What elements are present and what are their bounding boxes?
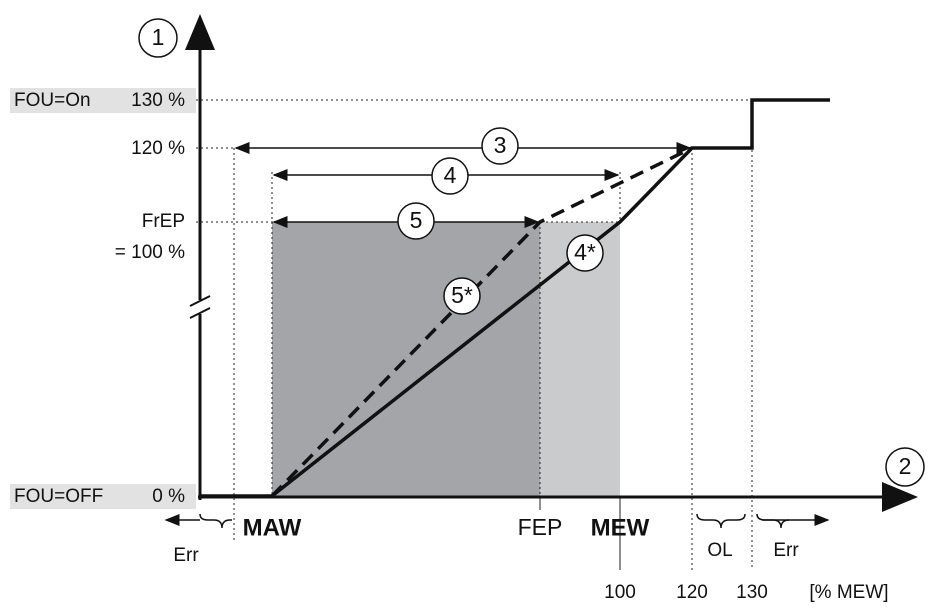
x-label: OL [707, 540, 732, 561]
axis-marker [885, 447, 925, 487]
callout: 3 [494, 132, 507, 158]
callout: 4* [574, 239, 596, 265]
label-bg [10, 484, 196, 509]
x-label: FEP [518, 514, 563, 540]
y-label: FOU=On [14, 90, 91, 111]
x-label: Err [173, 545, 199, 566]
axis-marker [138, 18, 178, 58]
y-label: FrEP [142, 211, 185, 232]
characteristic-dashed [270, 146, 693, 498]
y-label: = 100 % [115, 242, 185, 263]
x-label: MEW [591, 514, 650, 541]
x-label: 100 [604, 582, 636, 603]
callout: 5* [451, 282, 473, 308]
axis-break [189, 295, 211, 307]
x-label: [% MEW] [809, 582, 888, 603]
brace [199, 513, 232, 529]
axis-break [189, 307, 211, 319]
callouts: 3 4 5 4* 5* [397, 127, 604, 315]
axis-marker-label: 1 [152, 24, 165, 50]
brace [696, 513, 746, 529]
x-label: 120 [676, 582, 708, 603]
label-bg [10, 88, 196, 113]
y-label: FOU=OFF [14, 486, 103, 507]
x-label: Err [773, 540, 799, 561]
y-label: 120 % [131, 138, 185, 159]
axis-marker-label: 2 [899, 453, 912, 479]
callout: 4 [444, 162, 457, 188]
callout: 5 [410, 207, 423, 233]
y-label: 130 % [131, 90, 185, 111]
x-label: 130 [736, 582, 768, 603]
x-label: MAW [243, 514, 302, 541]
brace [756, 513, 790, 529]
y-label: 0 % [152, 486, 185, 507]
